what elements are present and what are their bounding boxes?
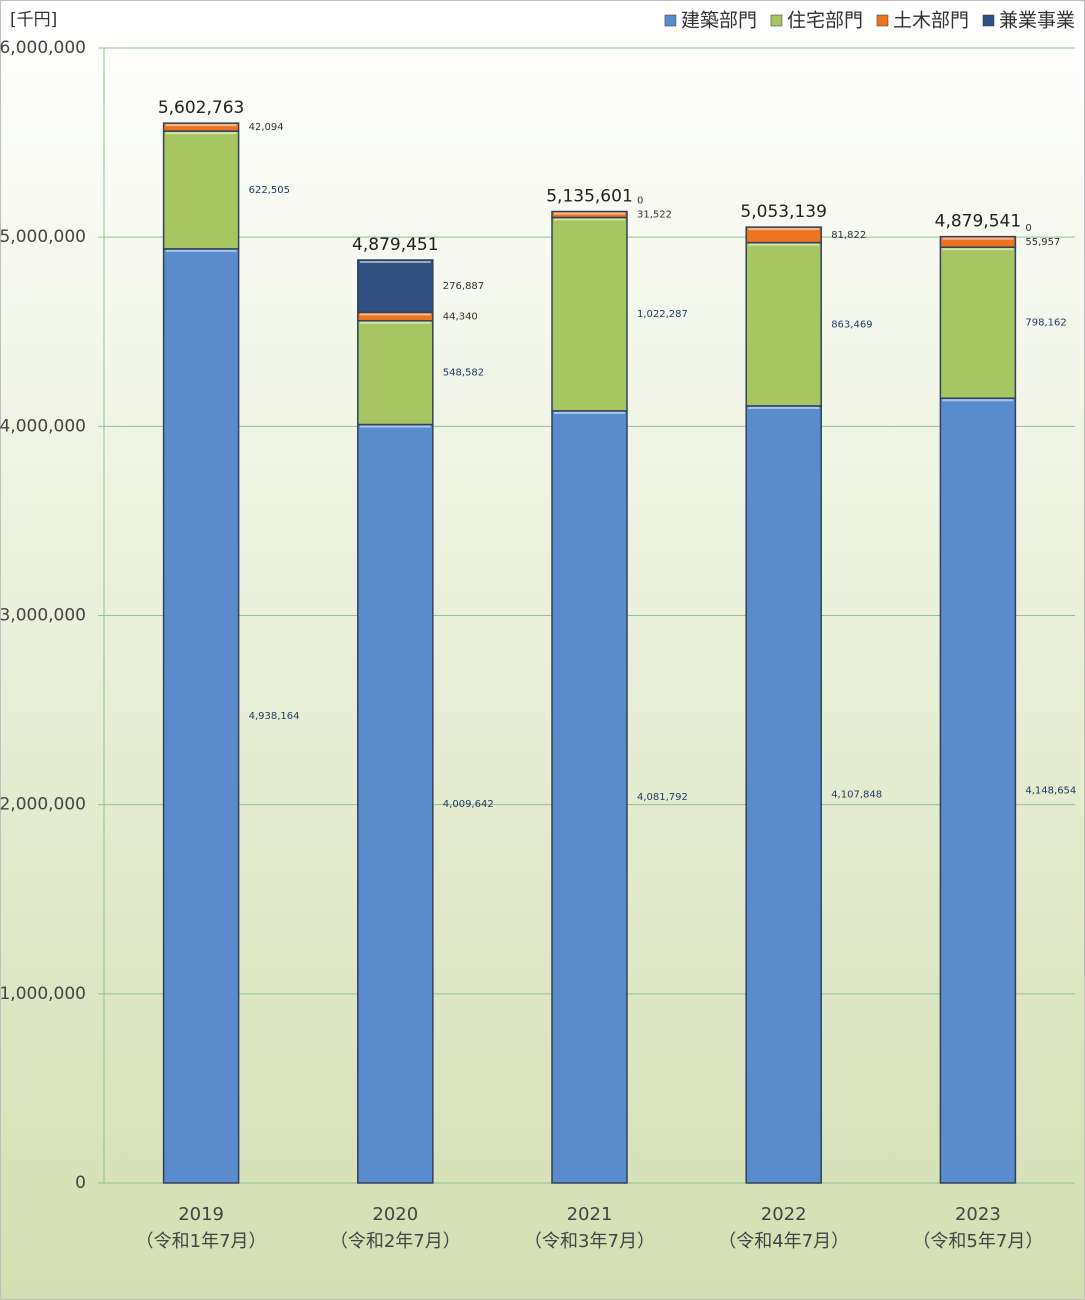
bar-segment bbox=[745, 405, 822, 1184]
legend-label: 建築部門 bbox=[681, 10, 757, 32]
legend-label: 住宅部門 bbox=[787, 10, 863, 32]
y-tick-label: 5,000,000 bbox=[0, 227, 86, 247]
bar-segment bbox=[162, 130, 240, 250]
value-label: 0 bbox=[637, 195, 643, 206]
value-label: 4,938,164 bbox=[249, 711, 300, 722]
bar-segment bbox=[551, 410, 628, 1184]
value-label: 4,009,642 bbox=[443, 799, 494, 810]
y-tick-label: 4,000,000 bbox=[0, 416, 86, 436]
value-label: 622,505 bbox=[249, 185, 290, 196]
x-tick-label: 2023 bbox=[955, 1204, 1001, 1225]
bar-segment bbox=[939, 246, 1017, 399]
bar-segment bbox=[939, 397, 1017, 1184]
total-label: 5,053,139 bbox=[740, 202, 827, 222]
total-label: 4,879,451 bbox=[352, 235, 439, 255]
x-tick-label: 2022 bbox=[761, 1204, 807, 1225]
y-tick-label: 2,000,000 bbox=[0, 795, 86, 815]
value-label: 276,887 bbox=[443, 281, 484, 292]
legend-swatch bbox=[664, 14, 677, 27]
value-label: 81,822 bbox=[831, 230, 866, 241]
x-tick-sublabel: （令和1年7月） bbox=[136, 1231, 267, 1252]
value-label: 31,522 bbox=[637, 209, 672, 220]
legend-swatch bbox=[876, 14, 889, 27]
value-label: 4,107,848 bbox=[831, 789, 882, 800]
value-label: 0 bbox=[1025, 223, 1031, 234]
legend-swatch bbox=[770, 14, 783, 27]
bar-segment bbox=[551, 216, 628, 412]
x-tick-label: 2019 bbox=[178, 1204, 224, 1225]
total-label: 5,135,601 bbox=[546, 187, 633, 207]
legend-label: 兼業事業 bbox=[999, 10, 1075, 32]
legend-swatch bbox=[982, 14, 995, 27]
value-label: 4,148,654 bbox=[1025, 786, 1076, 797]
bar-segment bbox=[745, 226, 822, 244]
y-tick-label: 0 bbox=[75, 1173, 86, 1193]
y-tick-label: 1,000,000 bbox=[0, 984, 86, 1004]
y-tick-label: 6,000,000 bbox=[0, 38, 86, 58]
value-label: 548,582 bbox=[443, 368, 484, 379]
bar-segment bbox=[162, 248, 240, 1184]
x-tick-sublabel: （令和5年7月） bbox=[912, 1231, 1043, 1252]
value-label: 4,081,792 bbox=[637, 792, 688, 803]
value-label: 55,957 bbox=[1025, 237, 1060, 248]
bar-segment bbox=[939, 235, 1017, 248]
y-tick-label: 3,000,000 bbox=[0, 606, 86, 626]
bar-segment bbox=[357, 423, 434, 1184]
total-label: 4,879,541 bbox=[935, 212, 1022, 232]
value-label: 44,340 bbox=[443, 312, 478, 323]
value-label: 42,094 bbox=[249, 122, 284, 133]
total-label: 5,602,763 bbox=[158, 98, 245, 118]
bar-segment bbox=[745, 241, 822, 407]
x-tick-sublabel: （令和2年7月） bbox=[330, 1231, 461, 1252]
bar-segment bbox=[162, 122, 240, 132]
value-label: 1,022,287 bbox=[637, 309, 688, 320]
x-tick-sublabel: （令和3年7月） bbox=[524, 1231, 655, 1252]
x-tick-label: 2021 bbox=[567, 1204, 613, 1225]
x-tick-sublabel: （令和4年7月） bbox=[718, 1231, 849, 1252]
bar-segment bbox=[357, 319, 434, 426]
x-tick-label: 2020 bbox=[372, 1204, 418, 1225]
y-unit: [千円] bbox=[10, 10, 57, 30]
value-label: 798,162 bbox=[1025, 318, 1066, 329]
bar-segment bbox=[357, 259, 434, 314]
value-label: 863,469 bbox=[831, 319, 872, 330]
legend-label: 土木部門 bbox=[893, 10, 969, 32]
